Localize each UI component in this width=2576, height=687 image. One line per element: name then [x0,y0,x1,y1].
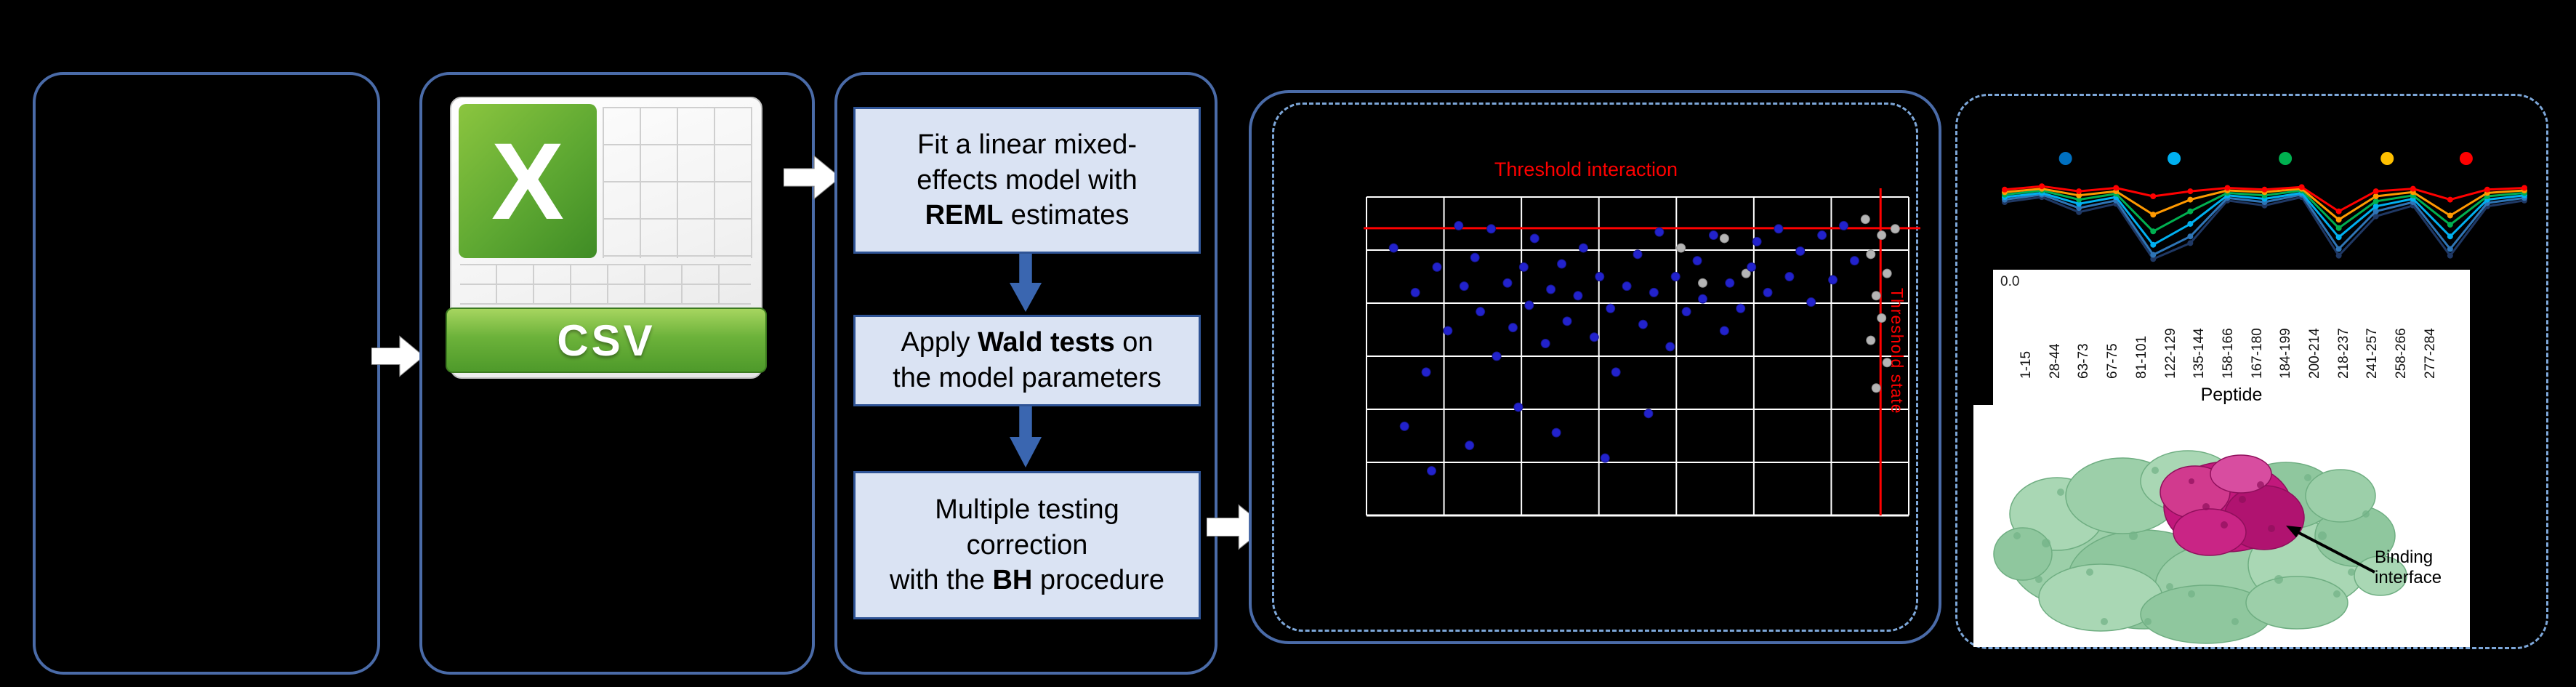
protein-structure-graphic [1993,450,2407,644]
uptake-line-chart [2002,152,2527,262]
down-arrow-2 [1009,406,1042,467]
step-line: with the BH procedure [890,563,1164,598]
scatter-grid [1366,196,1909,517]
y-tick-label: 0.0 [2000,274,2020,289]
step-line: correction [967,528,1088,563]
statistics-steps-box: Fit a linear mixed- effects model with R… [834,72,1217,675]
step-fit-model: Fit a linear mixed- effects model with R… [853,107,1201,254]
peptide-tick-label: 67-75 [2105,343,2121,379]
dashed-frame [1272,103,1918,632]
timepoint-legend-dots [2058,152,2473,165]
spreadsheet-grid-lower [460,264,751,305]
timepoint-1-dot [2058,152,2072,165]
step-line: Apply Wald tests on [901,325,1153,361]
step-line: the model parameters [893,361,1162,396]
step-text: Apply [901,327,978,358]
peptide-tick-label: 218-237 [2335,328,2351,379]
uptake-series [2002,183,2527,262]
pvalue-scatter-plot [1364,188,1920,517]
pvalue-plot-panel: Threshold interaction Threshold state [1249,90,1941,644]
step-text: correction [966,529,1088,561]
peptide-tick-label: 241-257 [2364,328,2380,379]
step-text: estimates [1003,200,1130,231]
flow-arrow-2 [784,155,840,200]
step-line: effects model with [917,163,1137,198]
step-text: on [1114,327,1154,358]
csv-banner: CSV [446,308,767,373]
peptide-tick-label: 200-214 [2307,328,2322,379]
peptide-tick-label: 135-144 [2191,328,2207,379]
timepoint-2-dot [2168,152,2181,165]
protein-structure-panel: Binding interface [1973,405,2470,647]
down-arrow-icon [1009,406,1042,467]
step-bh-correction: Multiple testing correction with the BH … [853,471,1201,619]
step-text: procedure [1032,565,1165,596]
down-arrow-1 [1009,254,1042,312]
excel-x-logo: X [459,104,597,258]
right-arrow-icon [371,335,424,377]
step-text: with the [889,565,993,596]
peptide-tick-label: 81-101 [2133,335,2149,379]
step-text-bold: REML [925,200,1004,231]
input-data-box [33,72,380,675]
results-panel: 0.0 1-15 28-44 63-73 67-75 81-101 122-129 135-… [1955,94,2548,649]
down-arrow-icon [1009,254,1042,312]
peptide-tick-label: 63-73 [2076,343,2092,379]
peptide-tick-label: 167-180 [2249,328,2265,379]
spreadsheet-grid-upper [603,107,752,258]
peptide-tick-label: 122-129 [2162,328,2178,379]
right-arrow-icon [784,155,840,200]
step-line: Fit a linear mixed- [917,127,1137,163]
threshold-interaction-label: Threshold interaction [1494,158,1678,180]
peptide-tick-label: 28-44 [2047,343,2063,379]
peptide-tick-label: 1-15 [2018,350,2034,379]
peptide-axis-title: Peptide [2200,385,2263,405]
protein-surface-texture [2013,467,2370,625]
csv-file-box: X CSV [419,72,815,675]
step-text-bold: BH [992,565,1033,596]
threshold-lines [1364,188,1920,515]
binding-interface-texture [2189,478,2275,532]
step-wald-tests: Apply Wald tests on the model parameters [853,315,1201,406]
step-text: Fit a linear mixed- [917,129,1137,161]
step-text: Multiple testing [935,494,1119,526]
scatter-dots [1388,214,1900,476]
threshold-state-label: Threshold state [1888,288,1907,414]
step-text-bold: Wald tests [978,327,1115,358]
step-text: the model parameters [893,363,1162,393]
timepoint-3-dot [2279,152,2293,165]
csv-file-icon: X CSV [446,97,767,379]
binding-interface-label: Binding interface [2375,547,2442,587]
flow-arrow-1 [371,335,424,377]
timepoint-5-dot [2459,152,2473,165]
peptide-tick-label: 277-284 [2422,328,2438,379]
binding-interface-arrow [2286,526,2375,574]
timepoint-4-dot [2380,152,2394,165]
peptide-tick-label: 158-166 [2220,328,2236,379]
step-line: Multiple testing [935,492,1119,528]
step-line: REML estimates [925,198,1130,233]
peptide-axis-panel: 0.0 1-15 28-44 63-73 67-75 81-101 122-129 135-… [1993,270,2470,418]
step-text: effects model with [917,164,1138,196]
csv-banner-label: CSV [557,316,656,365]
peptide-tick-label: 184-199 [2278,328,2294,379]
peptide-tick-label: 258-266 [2394,328,2410,379]
